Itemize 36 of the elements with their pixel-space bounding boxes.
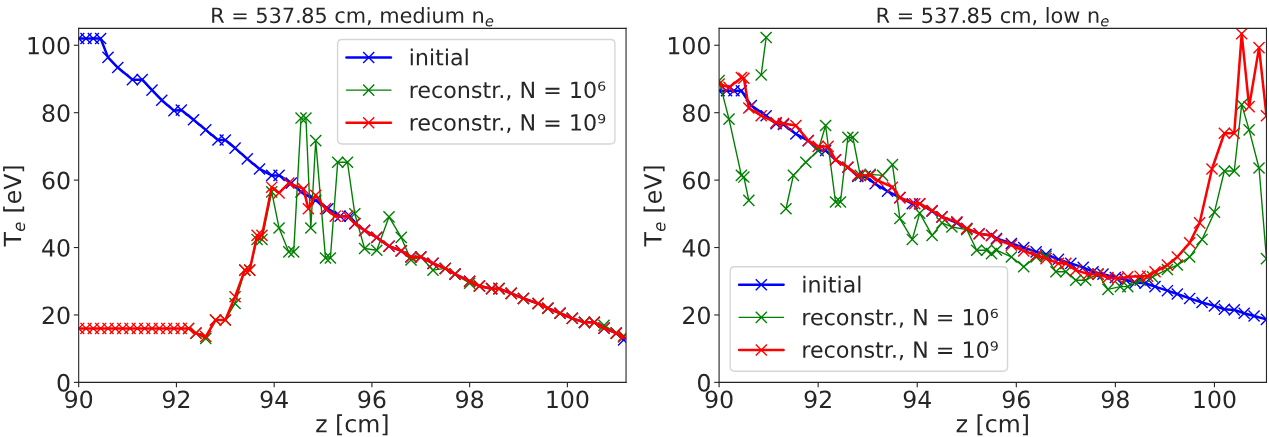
legend-label: reconstr., N = 10⁶ — [410, 81, 606, 101]
y-tick-label: 0 — [57, 373, 70, 392]
x-tick-label: 92 — [804, 390, 831, 409]
y-tick-label: 20 — [683, 306, 710, 325]
y-tick-label: 20 — [42, 306, 70, 325]
y-tick-label: 40 — [42, 238, 70, 257]
y-tick-label: 80 — [683, 104, 710, 122]
x-tick-label: 96 — [358, 390, 386, 409]
chart-title: R = 537.85 cm, low n$_{e}$ — [877, 7, 1109, 27]
legend-label: initial — [803, 275, 861, 293]
x-tick-label: 98 — [1101, 390, 1129, 409]
y-tick-label: 40 — [682, 238, 710, 257]
x-tick-label: 90 — [65, 390, 93, 409]
y-tick-label: 60 — [683, 171, 710, 190]
chart-title: R = 537.85 cm, medium n$_{e}$ — [212, 7, 494, 27]
x-tick-label: 90 — [705, 390, 733, 409]
x-tick-label: 94 — [903, 390, 931, 409]
y-tick-label: 80 — [42, 104, 70, 122]
y-tick-label: 100 — [28, 36, 70, 55]
legend-label: reconstr., N = 10⁹ — [410, 114, 606, 134]
y-tick-label: 0 — [697, 373, 710, 392]
x-axis-title: z [cm] — [316, 414, 388, 436]
x-tick-label: 100 — [1194, 390, 1236, 409]
x-tick-label: 100 — [547, 390, 589, 409]
y-axis-title: T$_{e}$ [eV] — [3, 166, 26, 247]
legend-label: reconstr., N = 10⁶ — [803, 308, 998, 328]
legend-label: reconstr., N = 10⁹ — [803, 341, 998, 361]
x-tick-label: 98 — [456, 390, 484, 409]
y-axis-title: T$_{e}$ [eV] — [643, 166, 666, 247]
x-tick-label: 96 — [1002, 390, 1030, 409]
y-tick-label: 100 — [668, 36, 710, 55]
y-tick-label: 60 — [42, 171, 70, 190]
x-tick-label: 94 — [260, 390, 288, 409]
legend-label: initial — [410, 48, 468, 66]
x-tick-label: 92 — [162, 390, 190, 409]
x-axis-title: z [cm] — [956, 414, 1028, 436]
